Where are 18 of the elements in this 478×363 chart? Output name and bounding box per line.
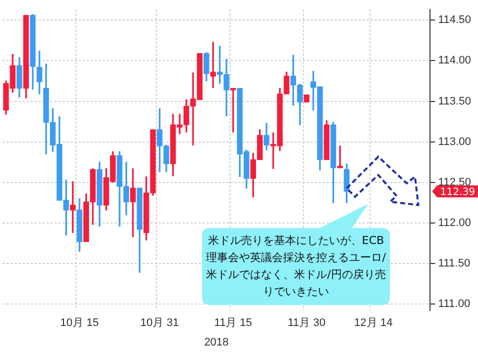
y-tick-label: 113.50 [438, 95, 471, 108]
y-tick-label: 114.00 [438, 54, 471, 67]
y-tick-label: 111.00 [438, 298, 470, 310]
annotation: 米ドル売りを基本にしたいが、ECB理事会や英議会採決を控えるユーロ/米ドルではなく、米ドル/円の戻り売りでいきたい [205, 233, 387, 300]
y-tick-label: 111.50 [438, 258, 470, 270]
x-tick-label: 11月 30 [288, 317, 326, 330]
x-tick-label: 10月 15 [60, 317, 99, 330]
x-tick-label: 12月 14 [354, 317, 393, 330]
candlestick [130, 168, 136, 238]
text: 112.39 [440, 186, 476, 198]
x-tick-label: 10月 31 [140, 317, 179, 330]
x-axis-title: 2018 [204, 336, 229, 348]
y-tick-label: 113.00 [438, 136, 471, 148]
x-tick-label: 11月 15 [214, 317, 252, 330]
y-tick-label: 114.50 [438, 14, 471, 26]
y-tick-label: 112.00 [438, 217, 471, 230]
candlestick [337, 146, 343, 168]
y-tick-label: 112.50 [438, 176, 471, 188]
